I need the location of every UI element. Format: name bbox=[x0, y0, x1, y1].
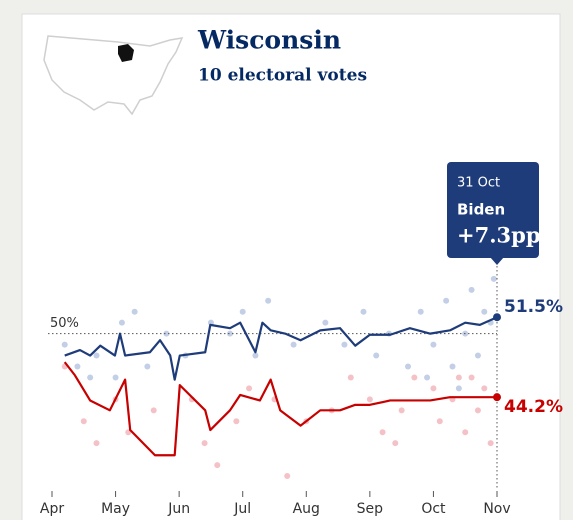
poll-dot bbox=[93, 440, 100, 447]
poll-dot bbox=[163, 330, 170, 337]
poll-dot bbox=[366, 396, 373, 403]
poll-dot bbox=[246, 385, 253, 392]
poll-dot bbox=[424, 374, 431, 381]
poll-dot bbox=[227, 330, 233, 337]
trend-line bbox=[64, 316, 498, 381]
x-tick-label: Jul bbox=[233, 501, 251, 517]
poll-dot bbox=[252, 352, 259, 359]
poll-dot bbox=[474, 407, 481, 414]
poll-dot bbox=[144, 363, 151, 370]
poll-dot bbox=[417, 308, 424, 315]
annotation-date: 31 Oct bbox=[457, 176, 500, 191]
poll-dot bbox=[398, 407, 405, 414]
x-tick-label: Nov bbox=[483, 501, 510, 517]
poll-dot bbox=[443, 297, 450, 304]
poll-dot bbox=[468, 374, 475, 381]
end-point bbox=[493, 393, 501, 402]
poll-dot bbox=[449, 363, 456, 370]
us-map bbox=[43, 35, 184, 116]
map-outline bbox=[43, 35, 184, 116]
trend-line bbox=[63, 361, 497, 457]
poll-dot bbox=[373, 352, 380, 359]
chart-title: Wisconsin bbox=[197, 26, 341, 55]
poll-dot bbox=[392, 440, 399, 447]
poll-dot bbox=[93, 352, 100, 359]
poll-dot bbox=[468, 286, 475, 293]
x-tick-label: Sep bbox=[357, 501, 384, 517]
annotation-box bbox=[447, 162, 539, 258]
poll-dot bbox=[360, 308, 367, 315]
poll-dot bbox=[322, 319, 329, 326]
poll-dot bbox=[61, 341, 68, 348]
poll-dot bbox=[430, 341, 437, 348]
poll-dot bbox=[118, 319, 125, 326]
x-tick-label: Apr bbox=[40, 501, 64, 517]
y-tick-label: 50% bbox=[50, 316, 79, 331]
poll-dot bbox=[455, 385, 462, 392]
poll-dot bbox=[150, 407, 157, 414]
poll-dot bbox=[80, 418, 87, 425]
end-label: 44.2% bbox=[504, 397, 563, 417]
poll-dot bbox=[347, 374, 354, 381]
poll-dot bbox=[131, 308, 138, 315]
end-label: 51.5% bbox=[504, 297, 563, 317]
poll-dot bbox=[481, 308, 488, 315]
poll-dot bbox=[341, 341, 348, 348]
x-tick-label: May bbox=[101, 501, 130, 517]
annotation-pointer bbox=[490, 257, 504, 265]
x-tick-label: Jun bbox=[167, 501, 190, 517]
poll-dot bbox=[284, 473, 291, 480]
x-tick-label: Oct bbox=[421, 501, 446, 517]
x-tick-label: Aug bbox=[293, 501, 320, 517]
poll-dot bbox=[214, 462, 221, 469]
poll-dot bbox=[474, 352, 481, 359]
poll-dot bbox=[462, 429, 469, 436]
poll-dot bbox=[430, 385, 437, 392]
end-point bbox=[493, 313, 501, 322]
poll-dot bbox=[379, 429, 386, 436]
poll-dot bbox=[455, 374, 462, 381]
poll-dot bbox=[481, 385, 488, 392]
annotation-candidate: Biden bbox=[457, 201, 505, 219]
annotation-lead: +7.3pp bbox=[457, 223, 541, 248]
poll-dot bbox=[290, 341, 297, 348]
chart-subtitle: 10 electoral votes bbox=[198, 66, 367, 86]
poll-dot bbox=[265, 297, 272, 304]
poll-dot bbox=[87, 374, 94, 381]
poll-dot bbox=[436, 418, 443, 425]
poll-dot bbox=[490, 275, 497, 282]
poll-dot bbox=[411, 374, 418, 381]
poll-dot bbox=[74, 363, 81, 370]
poll-dot bbox=[487, 440, 494, 447]
plot: 50% Apr May Jun Jul Aug Sep Oct Nov 31 Oct Biden +7… bbox=[40, 162, 563, 517]
poll-dot bbox=[239, 308, 246, 315]
poll-dot bbox=[405, 363, 411, 370]
poll-dot bbox=[112, 374, 119, 381]
map-state bbox=[118, 44, 134, 62]
poll-dot bbox=[233, 418, 240, 425]
poll-dot bbox=[201, 440, 208, 447]
